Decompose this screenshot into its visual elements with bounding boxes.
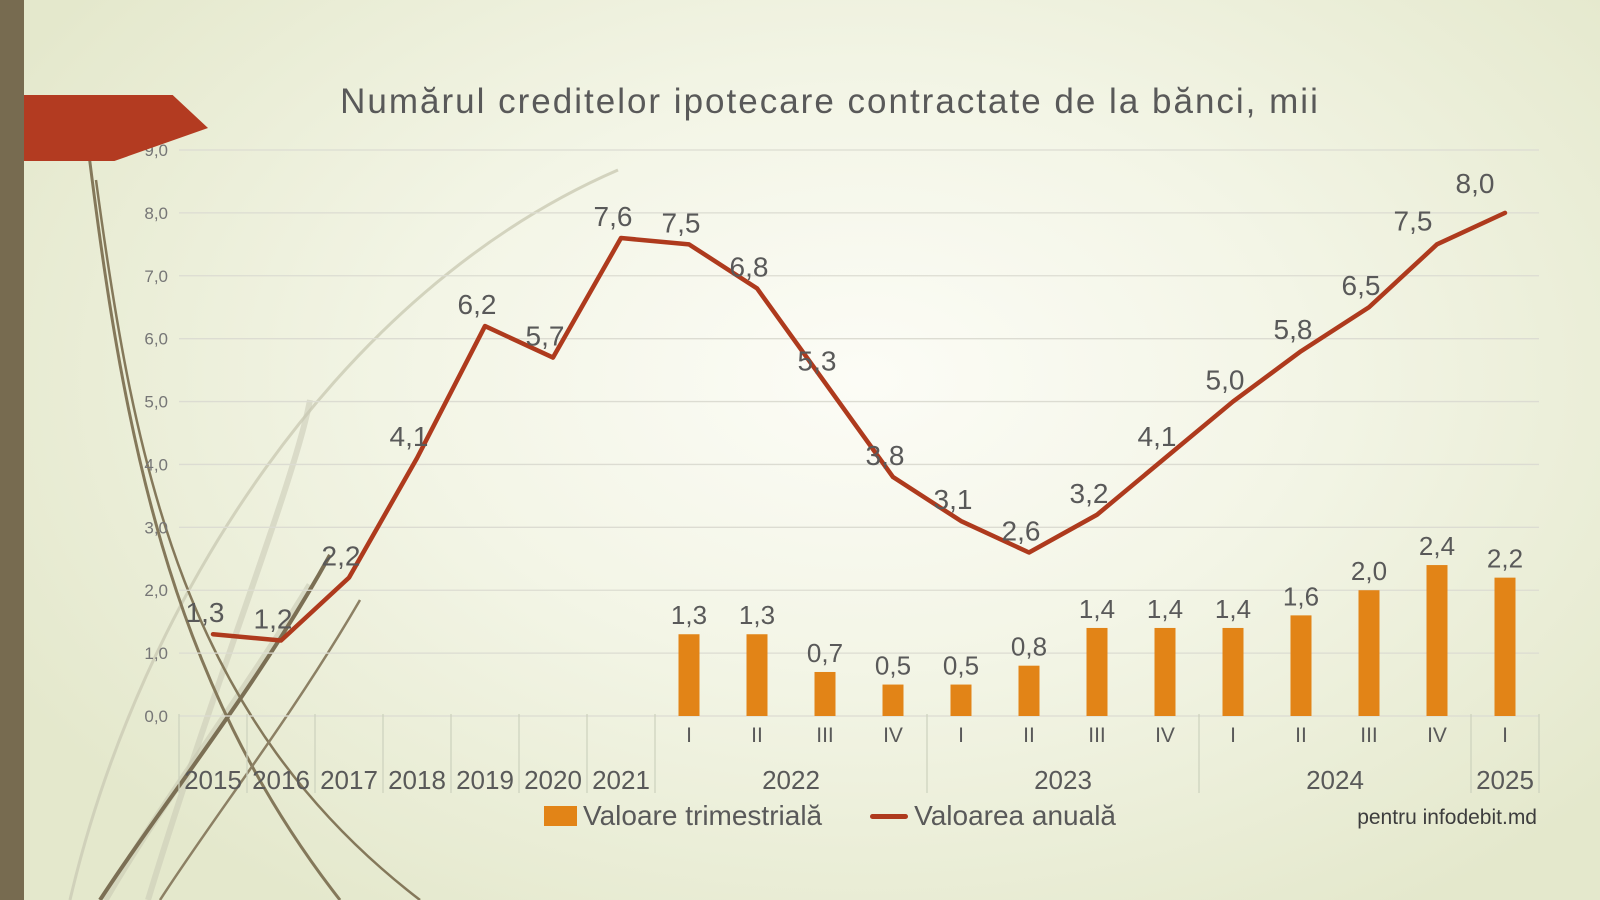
bar-swatch-icon — [544, 806, 577, 826]
line-value-label: 4,1 — [390, 421, 429, 452]
line-value-label: 2,6 — [1002, 515, 1041, 546]
legend-item-annual: Valoarea anuală — [870, 800, 1116, 832]
year-group-label: 2022 — [762, 765, 820, 795]
quarter-label: II — [1295, 724, 1307, 747]
year-group-label: 2024 — [1306, 765, 1364, 795]
y-tick-label: 7,0 — [144, 267, 168, 286]
quarter-label: IV — [1155, 724, 1175, 747]
quarter-label: III — [1088, 724, 1106, 747]
bar — [1154, 627, 1176, 716]
bar-value-label: 0,5 — [875, 651, 911, 681]
line-value-label: 8,0 — [1456, 168, 1495, 199]
legend-label-annual: Valoarea anuală — [914, 800, 1116, 831]
year-label: 2019 — [456, 765, 514, 795]
y-tick-label: 8,0 — [144, 204, 168, 223]
bar-value-label: 1,4 — [1079, 594, 1115, 624]
bar — [950, 684, 972, 716]
bar-value-label: 1,6 — [1283, 581, 1319, 611]
line-value-label: 5,0 — [1206, 365, 1245, 396]
chart-legend: Valoare trimestrială Valoarea anuală — [100, 800, 1560, 832]
bar-value-label: 2,4 — [1419, 531, 1455, 561]
bar-value-label: 2,0 — [1351, 556, 1387, 586]
quarter-label: I — [686, 724, 692, 747]
bar — [814, 671, 836, 716]
line-value-label: 6,8 — [730, 251, 769, 282]
line-value-label: 5,3 — [798, 346, 837, 377]
year-label: 2016 — [252, 765, 310, 795]
page-title: Numărul creditelor ipotecare contractate… — [340, 82, 1320, 121]
bar — [1290, 615, 1312, 716]
bar-value-label: 1,3 — [739, 600, 775, 630]
line-value-label: 3,1 — [934, 484, 973, 515]
year-label: 2021 — [592, 765, 650, 795]
quarter-label: II — [751, 724, 763, 747]
bar-value-label: 0,8 — [1011, 632, 1047, 662]
quarter-label: I — [958, 724, 964, 747]
line-value-label: 5,7 — [526, 321, 565, 352]
line-value-label: 5,8 — [1274, 314, 1313, 345]
quarter-label: I — [1502, 724, 1508, 747]
bar — [1426, 565, 1448, 716]
line-value-label: 7,5 — [1394, 205, 1433, 236]
quarter-label: IV — [1427, 724, 1447, 747]
bar-value-label: 1,3 — [671, 600, 707, 630]
bar-value-label: 0,7 — [807, 638, 843, 668]
quarter-label: I — [1230, 724, 1236, 747]
y-tick-label: 4,0 — [144, 455, 168, 474]
year-label: 2017 — [320, 765, 378, 795]
line-swatch-icon — [870, 813, 909, 819]
line-value-label: 2,2 — [322, 541, 361, 572]
bar — [882, 684, 904, 716]
legend-item-quarterly: Valoare trimestrială — [544, 800, 822, 832]
left-accent-bar — [0, 0, 24, 900]
legend-label-quarterly: Valoare trimestrială — [583, 800, 823, 831]
y-tick-label: 6,0 — [144, 330, 168, 349]
bar — [1086, 627, 1108, 716]
bar-value-label: 1,4 — [1147, 594, 1183, 624]
bar — [1358, 590, 1380, 716]
y-tick-label: 2,0 — [144, 581, 168, 600]
bar-value-label: 0,5 — [943, 651, 979, 681]
y-tick-label: 0,0 — [144, 707, 168, 726]
line-value-label: 7,5 — [662, 207, 701, 238]
year-label: 2018 — [388, 765, 446, 795]
quarter-label: III — [1360, 724, 1378, 747]
quarter-label: III — [816, 724, 834, 747]
year-group-label: 2025 — [1476, 765, 1534, 795]
line-value-label: 3,8 — [866, 440, 905, 471]
line-value-label: 7,6 — [594, 201, 633, 232]
line-value-label: 3,2 — [1070, 478, 1109, 509]
y-tick-label: 1,0 — [144, 644, 168, 663]
line-series — [210, 210, 1508, 643]
line-value-label: 1,3 — [186, 597, 225, 628]
bar — [678, 634, 700, 716]
quarter-label: IV — [883, 724, 903, 747]
quarter-label: II — [1023, 724, 1035, 747]
year-group-label: 2023 — [1034, 765, 1092, 795]
y-tick-label: 5,0 — [144, 393, 168, 412]
year-label: 2020 — [524, 765, 582, 795]
bar — [1018, 665, 1040, 716]
bar-value-label: 2,2 — [1487, 544, 1523, 574]
bar — [1494, 577, 1516, 716]
year-label: 2015 — [184, 765, 242, 795]
line-value-label: 1,2 — [254, 604, 293, 635]
line-value-label: 6,2 — [458, 289, 497, 320]
bar-value-label: 1,4 — [1215, 594, 1251, 624]
line-value-label: 6,5 — [1342, 270, 1381, 301]
y-tick-label: 3,0 — [144, 518, 168, 537]
bar — [746, 634, 768, 716]
watermark: pentru infodebit.md — [1357, 806, 1537, 829]
bar — [1222, 627, 1244, 716]
line-value-label: 4,1 — [1138, 421, 1177, 452]
